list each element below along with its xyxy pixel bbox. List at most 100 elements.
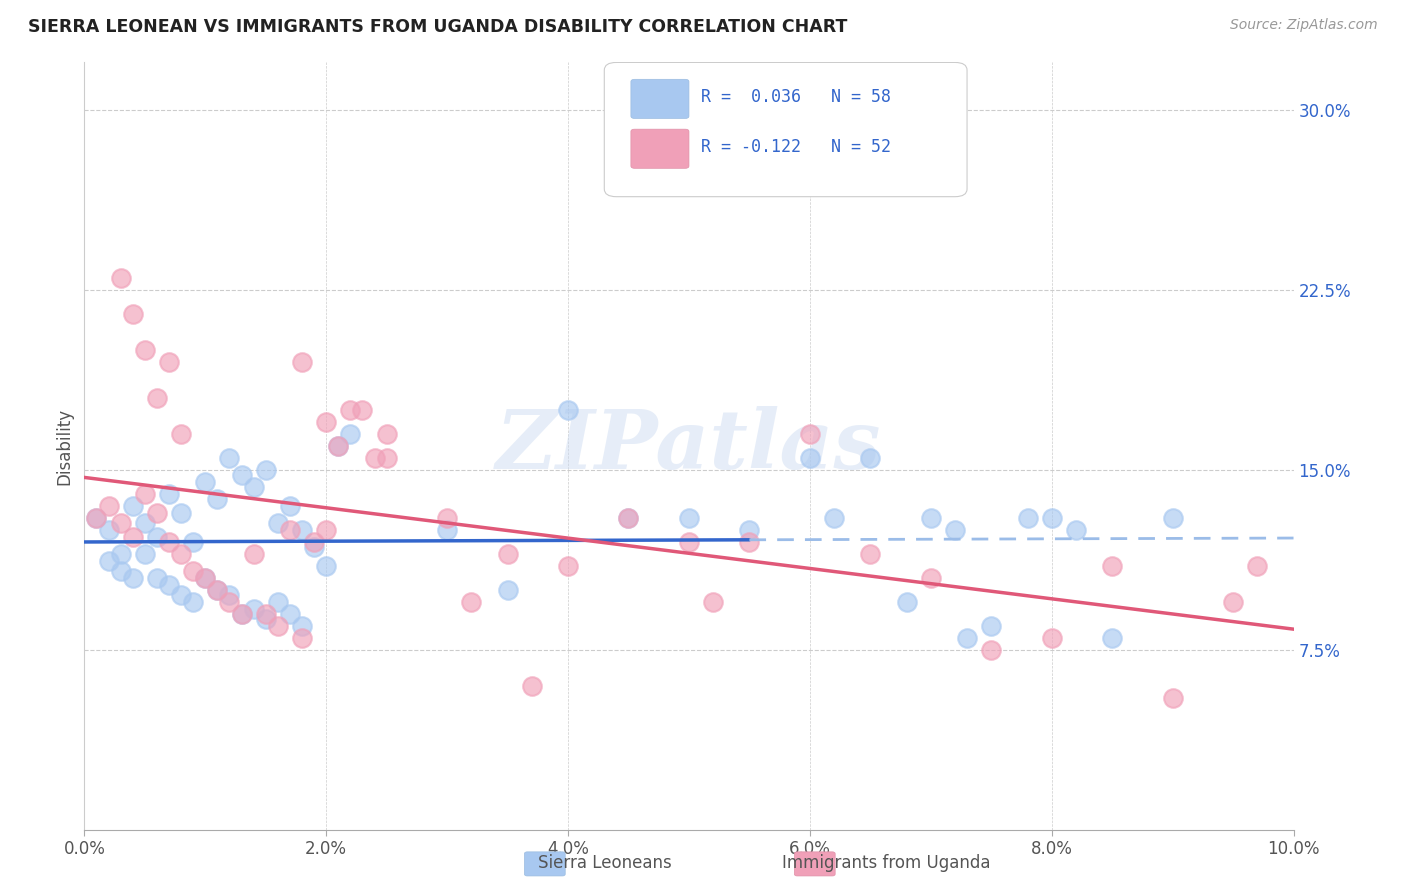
Point — [1101, 631, 1123, 645]
Point — [436, 523, 458, 537]
Point — [97, 554, 120, 568]
Point — [1040, 511, 1063, 525]
Point — [267, 619, 290, 633]
Point — [194, 475, 217, 489]
Point — [181, 595, 204, 609]
Point — [110, 564, 132, 578]
Point — [460, 595, 482, 609]
Point — [218, 588, 240, 602]
FancyBboxPatch shape — [631, 79, 689, 119]
Point — [218, 595, 240, 609]
Point — [859, 547, 882, 561]
Point — [207, 582, 229, 597]
Point — [617, 511, 640, 525]
Point — [170, 588, 193, 602]
Point — [170, 547, 193, 561]
Point — [231, 607, 253, 621]
Point — [896, 595, 918, 609]
Point — [97, 523, 120, 537]
Point — [980, 642, 1002, 657]
Point — [207, 582, 229, 597]
Text: Sierra Leoneans: Sierra Leoneans — [537, 855, 672, 872]
Point — [278, 607, 301, 621]
Point — [121, 530, 143, 544]
Point — [1017, 511, 1039, 525]
Point — [799, 427, 821, 442]
Point — [267, 516, 290, 530]
Point — [291, 523, 314, 537]
Point — [823, 511, 845, 525]
Point — [110, 547, 132, 561]
Point — [254, 607, 277, 621]
Point — [134, 516, 156, 530]
Point — [194, 571, 217, 585]
Point — [134, 547, 156, 561]
Point — [134, 343, 156, 357]
Point — [134, 487, 156, 501]
Point — [291, 619, 314, 633]
Point — [496, 547, 519, 561]
Point — [375, 427, 398, 442]
Point — [121, 499, 143, 513]
Point — [254, 463, 277, 477]
Point — [181, 535, 204, 549]
Point — [218, 450, 240, 465]
FancyBboxPatch shape — [524, 852, 565, 876]
Point — [157, 355, 180, 369]
Point — [110, 271, 132, 285]
Point — [157, 535, 180, 549]
Point — [170, 427, 193, 442]
FancyBboxPatch shape — [794, 852, 835, 876]
Point — [121, 307, 143, 321]
Point — [339, 403, 361, 417]
Y-axis label: Disability: Disability — [55, 408, 73, 484]
FancyBboxPatch shape — [631, 129, 689, 169]
Point — [1101, 558, 1123, 573]
Point — [110, 516, 132, 530]
Point — [1161, 511, 1184, 525]
Point — [1222, 595, 1244, 609]
Point — [315, 523, 337, 537]
Text: Immigrants from Uganda: Immigrants from Uganda — [782, 855, 990, 872]
Point — [254, 612, 277, 626]
Point — [859, 450, 882, 465]
Point — [738, 535, 761, 549]
Point — [242, 602, 264, 616]
Point — [291, 355, 314, 369]
Point — [170, 506, 193, 520]
Point — [278, 499, 301, 513]
Point — [207, 491, 229, 506]
Point — [86, 511, 108, 525]
Point — [678, 535, 700, 549]
Point — [231, 467, 253, 482]
Point — [520, 679, 543, 693]
Point — [980, 619, 1002, 633]
Text: SIERRA LEONEAN VS IMMIGRANTS FROM UGANDA DISABILITY CORRELATION CHART: SIERRA LEONEAN VS IMMIGRANTS FROM UGANDA… — [28, 18, 848, 36]
Point — [121, 571, 143, 585]
Point — [146, 391, 169, 405]
Point — [315, 415, 337, 429]
Point — [1161, 690, 1184, 705]
Point — [375, 450, 398, 465]
Point — [328, 439, 350, 453]
Point — [678, 511, 700, 525]
Point — [956, 631, 979, 645]
Point — [86, 511, 108, 525]
Point — [496, 582, 519, 597]
Point — [920, 571, 942, 585]
Point — [278, 523, 301, 537]
Point — [352, 403, 374, 417]
Point — [157, 487, 180, 501]
Text: R = -0.122   N = 52: R = -0.122 N = 52 — [702, 138, 891, 156]
Point — [702, 595, 724, 609]
Text: Source: ZipAtlas.com: Source: ZipAtlas.com — [1230, 18, 1378, 32]
Point — [146, 530, 169, 544]
Point — [315, 558, 337, 573]
Point — [267, 595, 290, 609]
Point — [291, 631, 314, 645]
Point — [557, 558, 579, 573]
Point — [1040, 631, 1063, 645]
Point — [302, 540, 325, 554]
Point — [1064, 523, 1087, 537]
Point — [302, 535, 325, 549]
